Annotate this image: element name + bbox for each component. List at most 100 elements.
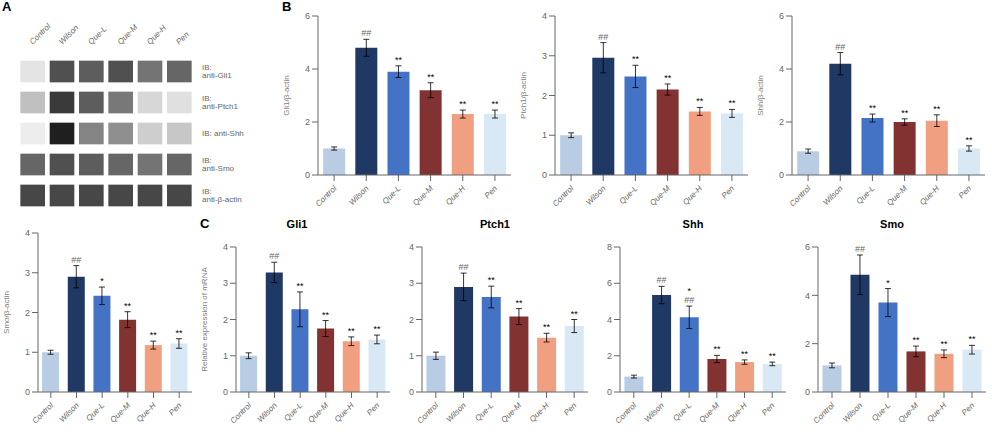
svg-text:4: 4 bbox=[223, 242, 228, 252]
svg-text:Que-M: Que-M bbox=[648, 184, 672, 208]
svg-text:**: ** bbox=[296, 281, 304, 291]
svg-text:Control: Control bbox=[551, 184, 576, 209]
svg-text:Pen: Pen bbox=[483, 183, 500, 200]
svg-text:**: ** bbox=[395, 55, 403, 65]
svg-text:Wilson: Wilson bbox=[584, 183, 608, 207]
svg-text:##: ## bbox=[361, 28, 371, 38]
svg-text:**: ** bbox=[322, 310, 330, 320]
svg-text:Wilson: Wilson bbox=[821, 183, 845, 207]
svg-text:##: ## bbox=[835, 42, 845, 52]
svg-text:IB:anti-Smo: IB:anti-Smo bbox=[202, 156, 235, 173]
svg-text:Control: Control bbox=[30, 401, 55, 426]
svg-text:Que-L: Que-L bbox=[671, 401, 693, 423]
svg-text:Control: Control bbox=[228, 401, 253, 426]
svg-text:Que-H: Que-H bbox=[726, 401, 749, 424]
svg-text:Pen: Pen bbox=[720, 183, 737, 200]
svg-text:##: ## bbox=[598, 32, 608, 42]
svg-text:0: 0 bbox=[607, 387, 612, 397]
svg-text:0: 0 bbox=[542, 170, 547, 180]
svg-text:**: ** bbox=[713, 344, 721, 354]
svg-text:Que-M: Que-M bbox=[697, 401, 721, 425]
svg-text:6: 6 bbox=[805, 242, 810, 252]
svg-text:1: 1 bbox=[542, 130, 547, 140]
svg-text:Que-H: Que-H bbox=[918, 184, 941, 207]
svg-text:**: ** bbox=[741, 349, 749, 359]
svg-text:3: 3 bbox=[223, 278, 228, 288]
svg-text:Gli1/β-actin: Gli1/β-actin bbox=[282, 75, 291, 116]
svg-text:**: ** bbox=[427, 72, 435, 82]
svg-text:4: 4 bbox=[805, 291, 810, 301]
svg-text:##: ## bbox=[459, 262, 469, 272]
svg-text:Que-L: Que-L bbox=[86, 24, 108, 46]
svg-text:Control: Control bbox=[812, 401, 837, 426]
svg-text:##: ## bbox=[684, 295, 694, 305]
svg-text:IB:anti-Gli1: IB:anti-Gli1 bbox=[202, 63, 232, 80]
svg-text:Que-M: Que-M bbox=[411, 184, 435, 208]
svg-text:**: ** bbox=[933, 104, 941, 114]
svg-text:Shh/β-actin: Shh/β-actin bbox=[756, 75, 765, 116]
svg-text:**: ** bbox=[543, 322, 551, 332]
svg-text:**: ** bbox=[769, 351, 777, 361]
svg-text:Que-M: Que-M bbox=[116, 23, 140, 47]
svg-text:**: ** bbox=[348, 326, 356, 336]
svg-text:Wilson: Wilson bbox=[642, 400, 666, 424]
svg-text:3: 3 bbox=[409, 278, 414, 288]
svg-text:0: 0 bbox=[409, 387, 414, 397]
svg-text:**: ** bbox=[965, 135, 973, 145]
svg-text:Pen: Pen bbox=[957, 183, 974, 200]
svg-text:Que-H: Que-H bbox=[333, 401, 356, 424]
svg-text:Que-L: Que-L bbox=[618, 184, 640, 206]
svg-text:Que-H: Que-H bbox=[925, 401, 948, 424]
svg-text:0: 0 bbox=[223, 387, 228, 397]
svg-text:3: 3 bbox=[25, 268, 30, 278]
svg-text:4: 4 bbox=[305, 64, 310, 74]
svg-text:4: 4 bbox=[607, 315, 612, 325]
svg-text:2: 2 bbox=[805, 339, 810, 349]
svg-text:2: 2 bbox=[779, 117, 784, 127]
svg-text:##: ## bbox=[71, 255, 81, 265]
svg-text:4: 4 bbox=[542, 11, 547, 21]
svg-text:4: 4 bbox=[409, 242, 414, 252]
svg-text:1: 1 bbox=[223, 351, 228, 361]
svg-text:Que-L: Que-L bbox=[855, 184, 877, 206]
svg-text:Pen: Pen bbox=[562, 400, 579, 417]
svg-text:**: ** bbox=[175, 328, 183, 338]
svg-text:Que-M: Que-M bbox=[306, 401, 330, 425]
svg-text:*: * bbox=[688, 286, 692, 296]
svg-text:6: 6 bbox=[607, 278, 612, 288]
svg-text:##: ## bbox=[855, 244, 865, 254]
svg-text:2: 2 bbox=[25, 308, 30, 318]
svg-text:##: ## bbox=[269, 251, 279, 261]
svg-text:Que-H: Que-H bbox=[528, 401, 551, 424]
svg-text:**: ** bbox=[968, 334, 976, 344]
svg-text:Que-M: Que-M bbox=[499, 401, 523, 425]
svg-text:**: ** bbox=[571, 309, 579, 319]
svg-text:**: ** bbox=[515, 298, 523, 308]
svg-text:2: 2 bbox=[542, 91, 547, 101]
svg-text:Que-M: Que-M bbox=[885, 184, 909, 208]
svg-text:**: ** bbox=[373, 324, 381, 334]
svg-text:Wilson: Wilson bbox=[841, 400, 865, 424]
svg-text:IB: anti-Shh: IB: anti-Shh bbox=[202, 129, 244, 138]
svg-text:2: 2 bbox=[305, 117, 310, 127]
svg-text:Pen: Pen bbox=[365, 400, 382, 417]
svg-text:Control: Control bbox=[415, 401, 440, 426]
svg-text:1: 1 bbox=[409, 351, 414, 361]
svg-text:**: ** bbox=[869, 103, 877, 113]
svg-text:Control: Control bbox=[28, 22, 53, 47]
svg-text:6: 6 bbox=[305, 11, 310, 21]
svg-text:Pen: Pen bbox=[960, 400, 977, 417]
svg-text:**: ** bbox=[124, 301, 132, 311]
svg-text:IB:anti-β-actin: IB:anti-β-actin bbox=[202, 187, 242, 204]
svg-text:Que-H: Que-H bbox=[444, 184, 467, 207]
svg-text:0: 0 bbox=[305, 170, 310, 180]
svg-text:8: 8 bbox=[607, 242, 612, 252]
svg-text:**: ** bbox=[901, 108, 909, 118]
svg-text:0: 0 bbox=[25, 387, 30, 397]
svg-text:3: 3 bbox=[542, 51, 547, 61]
svg-text:**: ** bbox=[488, 275, 496, 285]
svg-text:**: ** bbox=[459, 99, 467, 109]
svg-text:0: 0 bbox=[779, 170, 784, 180]
svg-text:Que-H: Que-H bbox=[681, 184, 704, 207]
svg-text:1: 1 bbox=[25, 347, 30, 357]
